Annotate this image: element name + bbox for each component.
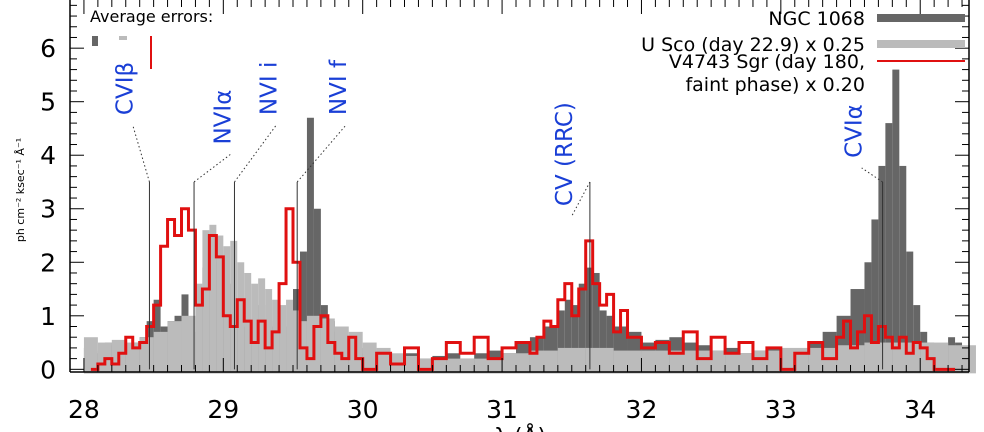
bar (585, 267, 593, 374)
bar (362, 342, 377, 374)
series-layer (83, 69, 976, 374)
x-tick-label: 30 (347, 395, 379, 424)
legend-label-ngc: NGC 1068 (768, 8, 865, 30)
bar (237, 262, 245, 374)
y-tick-label: 6 (40, 34, 56, 63)
bar (202, 230, 210, 374)
bar (578, 283, 586, 374)
bar (139, 337, 154, 374)
annotation-label: CVIα (842, 104, 868, 158)
bar (613, 350, 642, 374)
error-bar-usco (119, 36, 127, 40)
legend-label-v4743-line1: V4743 Sgr (day 180, (669, 51, 865, 73)
bar (153, 331, 168, 374)
x-axis-label: λ (Å) (494, 423, 546, 432)
bar (376, 347, 391, 374)
leader-line (861, 167, 883, 183)
bar (606, 315, 614, 374)
y-axis-label: ph cm⁻² ksec⁻¹ Å⁻¹ (14, 138, 27, 242)
average-errors-title: Average errors: (90, 7, 213, 26)
bar (230, 240, 238, 374)
leader-line (234, 124, 277, 183)
bar (286, 299, 294, 374)
bar (272, 299, 280, 374)
bar (279, 305, 287, 374)
bar (599, 310, 607, 374)
bar (899, 165, 907, 374)
bar (752, 350, 781, 374)
bar (913, 305, 921, 374)
bar (529, 350, 558, 374)
bar (502, 353, 530, 374)
bar (906, 251, 914, 374)
y-tick-label: 5 (40, 88, 56, 117)
x-tick-label: 32 (626, 395, 658, 424)
bar (293, 310, 300, 374)
bar (306, 117, 314, 374)
bar (83, 337, 98, 374)
annotation-label: NVIα (210, 90, 236, 145)
bar (216, 235, 224, 374)
bar (258, 278, 266, 374)
annotation-label: NVI i (256, 62, 282, 115)
bar (557, 310, 565, 374)
bar (209, 224, 217, 374)
bar (592, 272, 600, 374)
annotation-label: CVIβ (113, 62, 139, 115)
y-tick-label: 4 (40, 141, 56, 170)
bar (251, 283, 259, 374)
error-bar-ngc (92, 36, 98, 46)
y-tick-label: 3 (40, 195, 56, 224)
x-tick-label: 33 (765, 395, 797, 424)
bar (167, 321, 182, 374)
bar (195, 283, 203, 374)
bar (892, 69, 900, 374)
legend-label-usco: U Sco (day 22.9) x 0.25 (641, 34, 865, 56)
y-tick-label: 2 (40, 248, 56, 277)
bar (564, 299, 572, 374)
bar (864, 262, 872, 374)
legend: Average errors: NGC 1068 U Sco (day 22.9) … (90, 7, 965, 96)
bar (404, 355, 419, 374)
legend-label-v4743-line2: faint phase) x 0.20 (685, 74, 865, 96)
leader-line (296, 124, 347, 183)
bar (885, 123, 893, 374)
y-tick-label: 1 (40, 302, 56, 331)
y-tick-label: 0 (40, 355, 56, 384)
bar (725, 353, 753, 374)
bar (571, 305, 579, 374)
leader-line (571, 181, 591, 217)
bar (244, 272, 252, 374)
annotation-label: CV (RRC) (552, 102, 578, 206)
annotation-label: NVI f (326, 59, 352, 115)
bar (871, 219, 879, 374)
bar (697, 350, 726, 374)
bar (265, 289, 273, 374)
bar (181, 315, 196, 374)
x-tick-label: 29 (207, 395, 239, 424)
series-2-line (90, 207, 956, 371)
annotation-layer: CVIβ NVIα NVI i NVI f CV (RRC) CVIα (113, 59, 884, 370)
bar (334, 326, 349, 374)
x-tick-label: 28 (68, 395, 100, 424)
bar (223, 246, 231, 374)
bar (299, 251, 307, 374)
bar (125, 342, 140, 374)
bar (878, 165, 886, 374)
bar (669, 350, 698, 374)
leader-line (193, 154, 231, 183)
bar (313, 208, 321, 374)
leader-line (132, 124, 150, 183)
x-tick-label: 31 (486, 395, 518, 424)
bar (320, 318, 335, 374)
x-tick-label: 34 (904, 395, 936, 424)
bar (641, 350, 670, 374)
